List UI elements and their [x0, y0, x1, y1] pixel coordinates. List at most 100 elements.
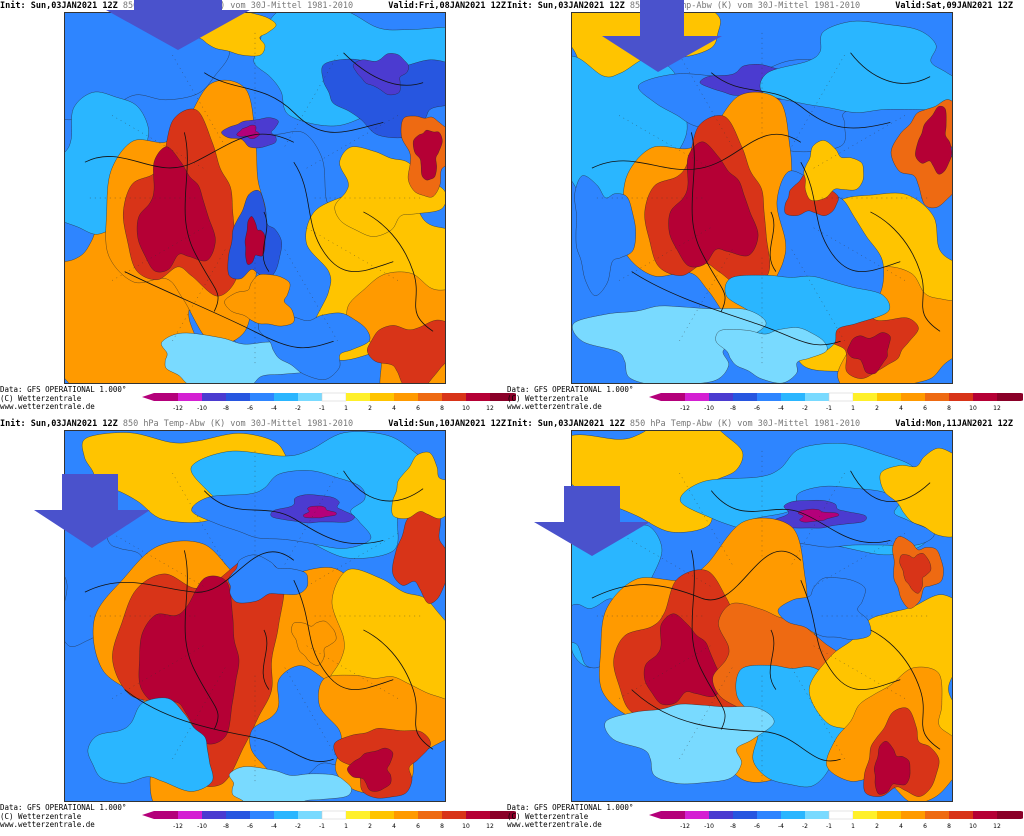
legend-tick-label: 10 [969, 405, 977, 412]
coastline [769, 629, 777, 690]
credit: Data: GFS OPERATIONAL 1.000° (C) Wetterz… [0, 385, 127, 412]
anomaly-region [777, 577, 872, 640]
coastline [769, 211, 777, 272]
legend-tick-label: -2 [802, 823, 808, 830]
anomaly-region [228, 766, 352, 801]
anomaly-region [915, 105, 952, 175]
legend-swatch [973, 393, 997, 401]
credit: Data: GFS OPERATIONAL 1.000° (C) Wetterz… [0, 803, 126, 830]
map-panel-2: Init: Sun,03JAN2021 12Z 850 hPa Temp-Abw… [507, 0, 1023, 415]
legend-swatch [853, 811, 877, 819]
coastline [631, 271, 841, 346]
color-legend: -12 -10 -8 -6 -4 -2 -1 1 2 4 6 8 10 12 [647, 809, 1023, 833]
legend-swatch [154, 393, 178, 401]
anomaly-region [798, 508, 840, 523]
legend-swatch [466, 811, 490, 819]
coastline [631, 689, 841, 762]
credit: Data: GFS OPERATIONAL 1.000° (C) Wetterz… [507, 803, 633, 830]
legend-swatch [901, 393, 925, 401]
legend-swatch [490, 393, 514, 401]
coastline [690, 550, 726, 730]
legend-swatch [394, 393, 418, 401]
panel-header: Init: Sun,03JAN2021 12Z 850 hPa Temp-Abw… [0, 0, 506, 12]
map-panel-4: Init: Sun,03JAN2021 12Z 850 hPa Temp-Abw… [507, 418, 1023, 833]
anomaly-region [874, 741, 911, 795]
valid-label: Valid: [388, 1, 419, 11]
meridian [677, 469, 733, 565]
legend-tick-label: -12 [680, 405, 690, 412]
init-label: Init: [507, 1, 533, 11]
anomaly-region [643, 613, 723, 706]
coastline [262, 211, 270, 272]
legend-swatch [661, 811, 685, 819]
legend-swatch [370, 393, 394, 401]
coastline [84, 133, 294, 169]
legend-tick-label: -1 [319, 405, 325, 412]
init-value: Sun,03JAN2021 12Z [537, 1, 625, 11]
legend-swatch [877, 811, 901, 819]
anomaly-region [227, 554, 309, 604]
valid-label: Valid: [388, 419, 419, 429]
legend-tick-label: -10 [704, 823, 714, 830]
legend-arrow-low [142, 811, 154, 819]
legend-tick-label: 6 [923, 405, 927, 412]
valid-value: Sun,10JAN2021 12Z [419, 419, 506, 429]
credit-url: www.wetterzentrale.de [507, 402, 602, 411]
legend-swatch [321, 810, 347, 820]
coastline [84, 551, 295, 593]
meridian [108, 113, 204, 169]
init-label: Init: [507, 419, 533, 429]
anomaly-region [391, 451, 445, 519]
meridian [108, 645, 204, 701]
credit-data: Data: GFS OPERATIONAL 1.000° [0, 385, 127, 394]
coastline [591, 133, 802, 170]
legend-tick-label: -1 [319, 823, 325, 830]
legend-swatch [853, 393, 877, 401]
legend-tick-label: -10 [197, 823, 207, 830]
legend-swatch [226, 811, 250, 819]
legend-swatch [877, 393, 901, 401]
legend-swatch [298, 811, 322, 819]
coastline [800, 580, 901, 690]
map-panel-1: Init: Sun,03JAN2021 12Z 850 hPa Temp-Abw… [0, 0, 516, 415]
legend-swatch [202, 393, 226, 401]
coastline [850, 52, 931, 84]
legend-arrow-low [649, 811, 661, 819]
legend-swatch [202, 811, 226, 819]
legend-tick-label: -12 [173, 405, 183, 412]
legend-tick-label: -10 [197, 405, 207, 412]
panel-header: Init: Sun,03JAN2021 12Z 850 hPa Temp-Abw… [0, 418, 506, 430]
legend-tick-label: 6 [416, 823, 420, 830]
legend-swatch [997, 811, 1021, 819]
map-title: 850 hPa Temp-Abw (K) vom 30J-Mittel 1981… [629, 1, 861, 11]
anomaly-region [572, 305, 767, 383]
coastline [293, 161, 394, 272]
legend-tick-label: -4 [271, 823, 277, 830]
legend-arrow-high [514, 811, 516, 819]
color-legend: -12 -10 -8 -6 -4 -2 -1 1 2 4 6 8 10 12 [140, 391, 516, 415]
legend-arrow-low [649, 393, 661, 401]
anomaly-field [65, 431, 445, 801]
coastline [183, 132, 219, 312]
coastline [124, 271, 334, 349]
legend-tick-label: -6 [754, 405, 760, 412]
legend-swatch [370, 811, 394, 819]
panel-header: Init: Sun,03JAN2021 12Z 850 hPa Temp-Abw… [507, 0, 1013, 12]
anomaly-region [303, 505, 337, 519]
coastline [363, 629, 434, 750]
legend-tick-label: 6 [416, 405, 420, 412]
anomaly-region [136, 146, 216, 273]
legend-swatch [997, 393, 1021, 401]
meridian [170, 51, 226, 147]
anomaly-region [759, 20, 952, 113]
legend-tick-label: 2 [368, 405, 372, 412]
coastline [870, 211, 941, 332]
legend-swatch [949, 393, 973, 401]
color-legend: -12 -10 -8 -6 -4 -2 -1 1 2 4 6 8 10 12 [647, 391, 1023, 415]
legend-swatch [321, 392, 347, 402]
credit-copyright: (C) Wetterzentrale [507, 811, 589, 821]
coastline [204, 72, 384, 133]
legend-swatch [394, 811, 418, 819]
anomaly-region [367, 319, 445, 383]
anomaly-region [803, 140, 864, 201]
